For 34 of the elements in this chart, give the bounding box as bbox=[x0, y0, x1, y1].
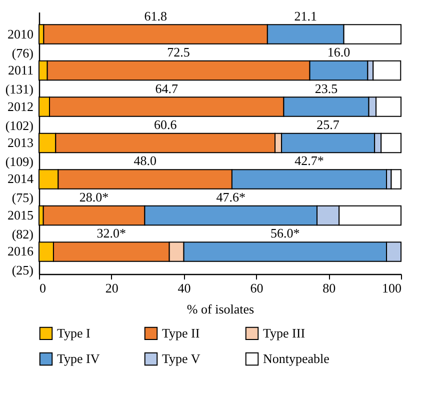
x-tick-label: 100 bbox=[382, 280, 402, 296]
data-label: 42.7* bbox=[294, 153, 324, 168]
y-tick-label: 2012 (102) bbox=[5, 98, 34, 133]
legend-label: Type IV bbox=[57, 351, 100, 366]
data-label: 32.0* bbox=[96, 226, 126, 241]
data-label: 21.1 bbox=[294, 8, 317, 24]
legend-label: Type V bbox=[162, 351, 201, 366]
data-label: 56.0* bbox=[270, 226, 300, 241]
data-label: 61.8 bbox=[144, 8, 167, 24]
x-tick-label: 40 bbox=[178, 280, 191, 296]
y-tick-label: 2015 (82) bbox=[8, 207, 34, 242]
y-tick-label: 2013 (109) bbox=[5, 135, 34, 169]
x-tick-label: 80 bbox=[322, 280, 336, 296]
y-tick-label: 2010 (76) bbox=[8, 26, 34, 60]
data-label: 64.7 bbox=[155, 80, 178, 96]
x-tick-label: 0 bbox=[40, 280, 46, 296]
y-tick-label: 2014 (75) bbox=[8, 171, 34, 206]
x-tick-label: 60 bbox=[250, 280, 264, 296]
legend-label: Type I bbox=[57, 325, 90, 340]
legend-label: Type II bbox=[162, 325, 200, 340]
x-tick-label: 20 bbox=[105, 280, 118, 296]
data-label: 60.6 bbox=[154, 117, 178, 132]
legend-label: Nontypeable bbox=[263, 351, 330, 366]
data-label: 48.0 bbox=[134, 153, 156, 168]
data-label: 16.0 bbox=[327, 44, 350, 60]
data-label: 25.7 bbox=[316, 117, 340, 132]
x-axis-title: % of isolates bbox=[186, 302, 254, 316]
data-label: 28.0* bbox=[79, 189, 109, 204]
data-label: 47.6* bbox=[216, 189, 246, 204]
legend-label: Type III bbox=[263, 325, 306, 340]
data-label: 72.5 bbox=[167, 44, 190, 60]
data-label: 23.5 bbox=[314, 80, 338, 96]
y-tick-label: 2016 (25) bbox=[8, 244, 34, 278]
y-tick-label: 2011 (131) bbox=[5, 62, 34, 97]
